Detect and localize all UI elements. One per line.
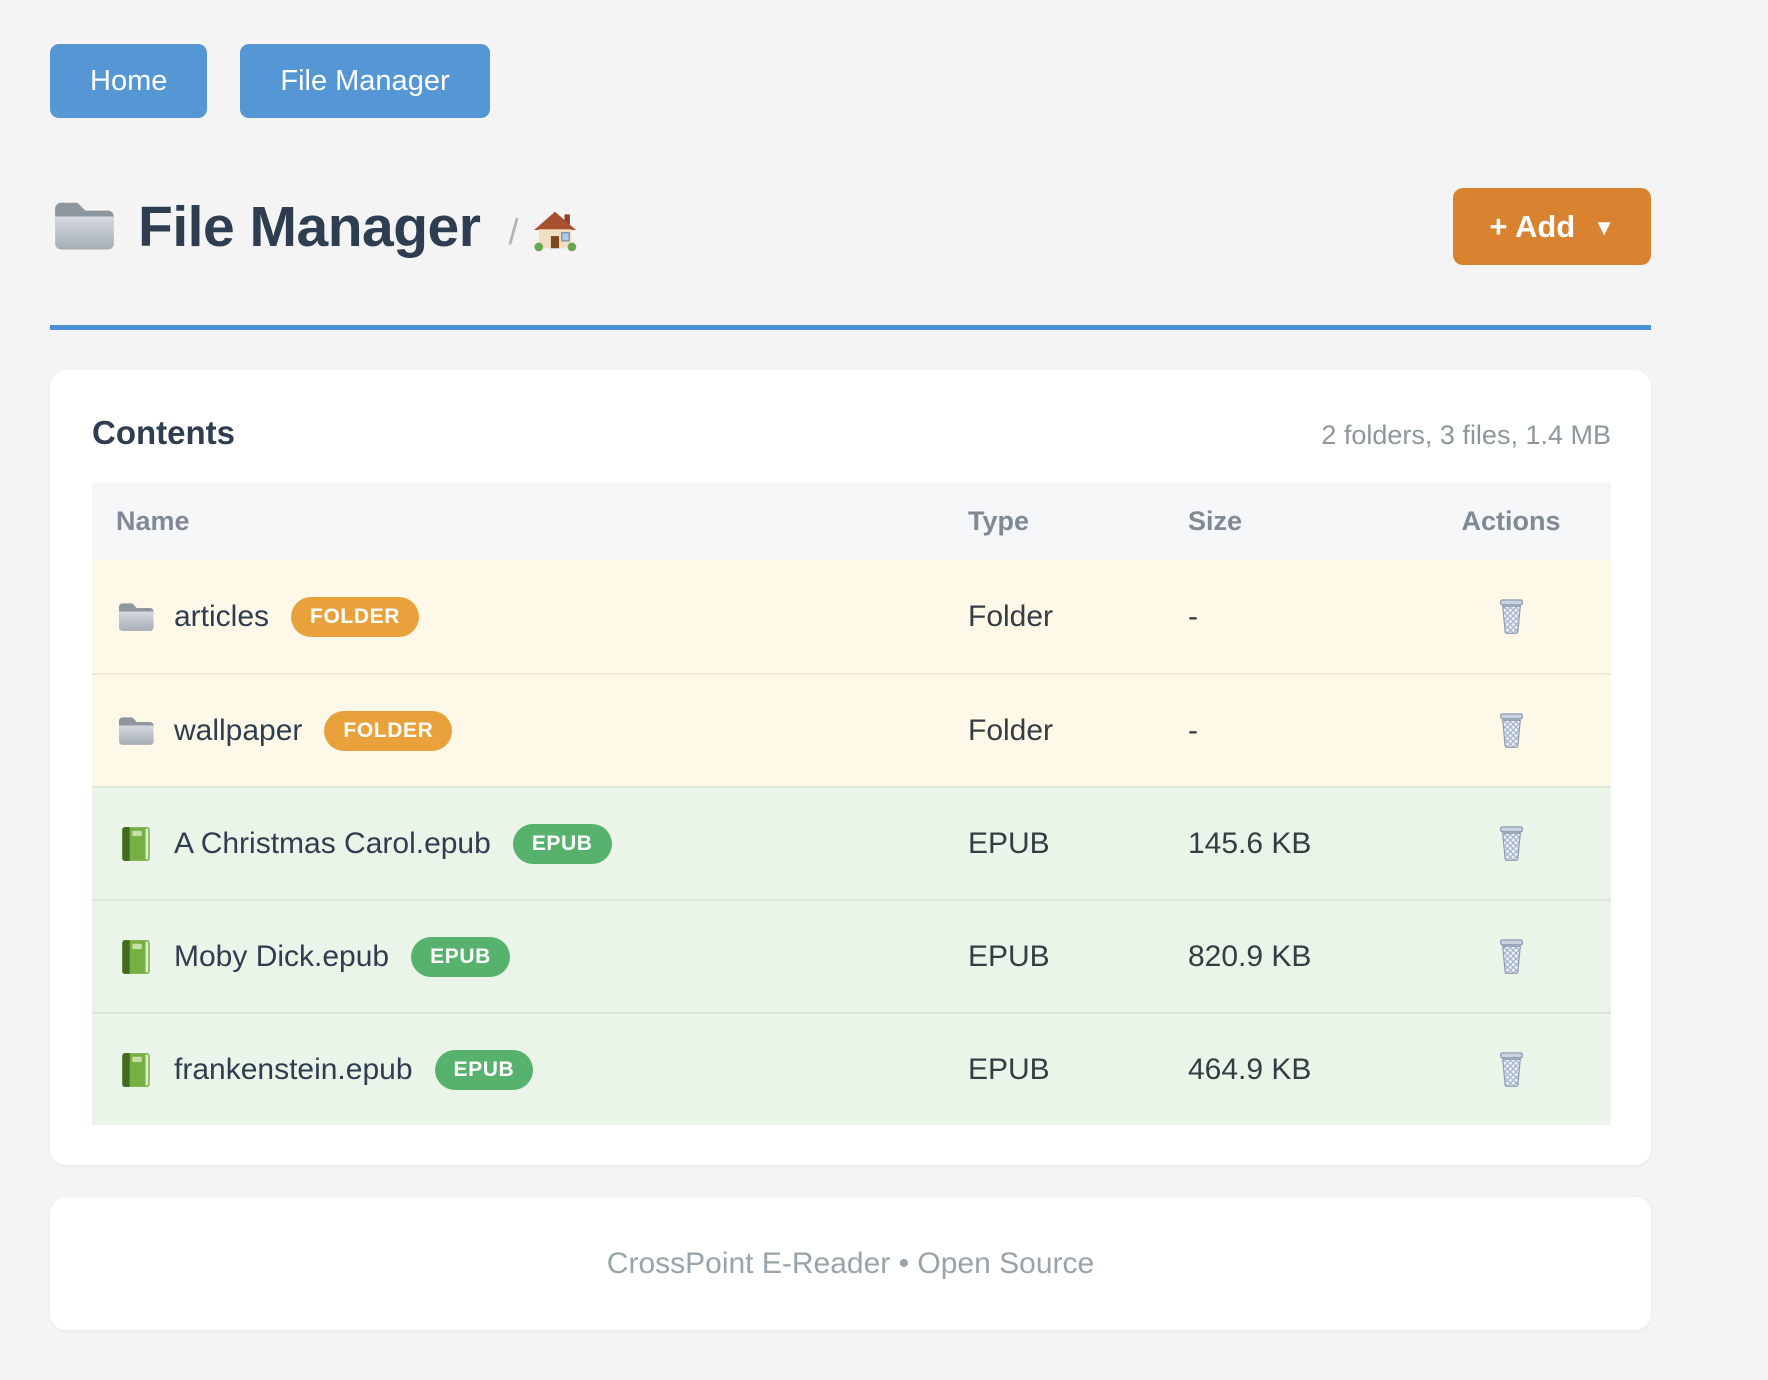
type-badge: EPUB xyxy=(512,823,612,864)
green-book-icon xyxy=(116,1051,156,1089)
folder-icon xyxy=(116,712,156,750)
name-cell: A Christmas Carol.epub EPUB xyxy=(92,823,968,864)
type-cell: Folder xyxy=(968,599,1054,633)
caret-down-icon: ▼ xyxy=(1593,215,1615,240)
type-cell: EPUB xyxy=(968,939,1050,973)
name-cell: frankenstein.epub EPUB xyxy=(92,1049,968,1090)
actions-cell xyxy=(1411,823,1611,864)
table-row: A Christmas Carol.epub EPUB EPUB 145.6 K… xyxy=(92,786,1611,899)
file-name[interactable]: A Christmas Carol.epub xyxy=(174,826,491,860)
type-cell: EPUB xyxy=(968,826,1050,860)
contents-title: Contents xyxy=(92,414,235,451)
file-name[interactable]: wallpaper xyxy=(174,713,303,747)
wastebasket-icon xyxy=(1493,826,1530,867)
type-badge: FOLDER xyxy=(324,710,453,751)
contents-card: Contents 2 folders, 3 files, 1.4 MB Name… xyxy=(50,370,1651,1165)
breadcrumb-separator: / xyxy=(508,210,519,252)
size-cell: - xyxy=(1188,599,1198,633)
file-name[interactable]: Moby Dick.epub xyxy=(174,939,390,973)
name-cell: wallpaper FOLDER xyxy=(92,710,968,751)
name-cell: Moby Dick.epub EPUB xyxy=(92,936,968,977)
wastebasket-icon xyxy=(1493,939,1530,980)
top-nav: Home File Manager xyxy=(50,0,1651,118)
type-badge: EPUB xyxy=(411,936,510,977)
actions-cell xyxy=(1411,710,1611,751)
add-button-label: + Add xyxy=(1489,208,1576,244)
type-badge: EPUB xyxy=(434,1049,534,1090)
column-header-name: Name xyxy=(116,505,190,536)
page: Home File Manager File Manager / xyxy=(50,0,1651,1330)
title-wrap: File Manager / xyxy=(50,194,578,260)
file-table: Name Type Size Actions xyxy=(92,482,1611,1125)
delete-button[interactable] xyxy=(1493,710,1530,751)
type-cell: Folder xyxy=(968,713,1054,747)
green-book-icon xyxy=(116,938,156,976)
house-icon[interactable] xyxy=(532,209,578,255)
file-name[interactable]: articles xyxy=(174,599,270,633)
wastebasket-icon xyxy=(1493,599,1530,640)
nav-file-manager-button[interactable]: File Manager xyxy=(240,44,490,118)
delete-button[interactable] xyxy=(1493,596,1530,637)
delete-button[interactable] xyxy=(1493,936,1530,977)
wastebasket-icon xyxy=(1493,1052,1530,1093)
footer-card: CrossPoint E-Reader • Open Source xyxy=(50,1197,1651,1330)
size-cell: 820.9 KB xyxy=(1188,939,1312,973)
size-cell: 464.9 KB xyxy=(1188,1052,1312,1086)
folder-icon xyxy=(116,598,156,636)
folder-icon xyxy=(50,197,118,257)
size-cell: - xyxy=(1188,713,1198,747)
actions-cell xyxy=(1411,1049,1611,1090)
nav-home-button[interactable]: Home xyxy=(50,44,208,118)
table-body: articles FOLDER Folder - xyxy=(92,560,1611,1125)
table-row: articles FOLDER Folder - xyxy=(92,560,1611,673)
footer-text: CrossPoint E-Reader • Open Source xyxy=(606,1246,1095,1280)
column-header-type: Type xyxy=(968,505,1030,536)
table-header-row: Name Type Size Actions xyxy=(92,482,1611,560)
file-name[interactable]: frankenstein.epub xyxy=(174,1052,413,1086)
actions-cell xyxy=(1411,596,1611,637)
table-row: wallpaper FOLDER Folder - xyxy=(92,673,1611,786)
type-badge: FOLDER xyxy=(291,596,419,637)
wastebasket-icon xyxy=(1493,713,1530,754)
page-title: File Manager xyxy=(138,194,481,259)
size-cell: 145.6 KB xyxy=(1188,826,1312,860)
name-cell: articles FOLDER xyxy=(92,596,968,637)
table-row: frankenstein.epub EPUB EPUB 464.9 KB xyxy=(92,1012,1611,1125)
type-cell: EPUB xyxy=(968,1052,1050,1086)
title-divider xyxy=(50,325,1651,330)
column-header-actions: Actions xyxy=(1461,505,1561,536)
page-header: File Manager / + Add ▼ xyxy=(50,188,1651,265)
delete-button[interactable] xyxy=(1493,823,1530,864)
green-book-icon xyxy=(116,825,156,863)
delete-button[interactable] xyxy=(1493,1049,1530,1090)
table-row: Moby Dick.epub EPUB EPUB 820.9 KB xyxy=(92,899,1611,1012)
column-header-size: Size xyxy=(1188,505,1243,536)
contents-card-header: Contents 2 folders, 3 files, 1.4 MB xyxy=(92,414,1611,482)
add-button[interactable]: + Add ▼ xyxy=(1453,188,1651,265)
contents-summary: 2 folders, 3 files, 1.4 MB xyxy=(1321,420,1611,450)
actions-cell xyxy=(1411,936,1611,977)
